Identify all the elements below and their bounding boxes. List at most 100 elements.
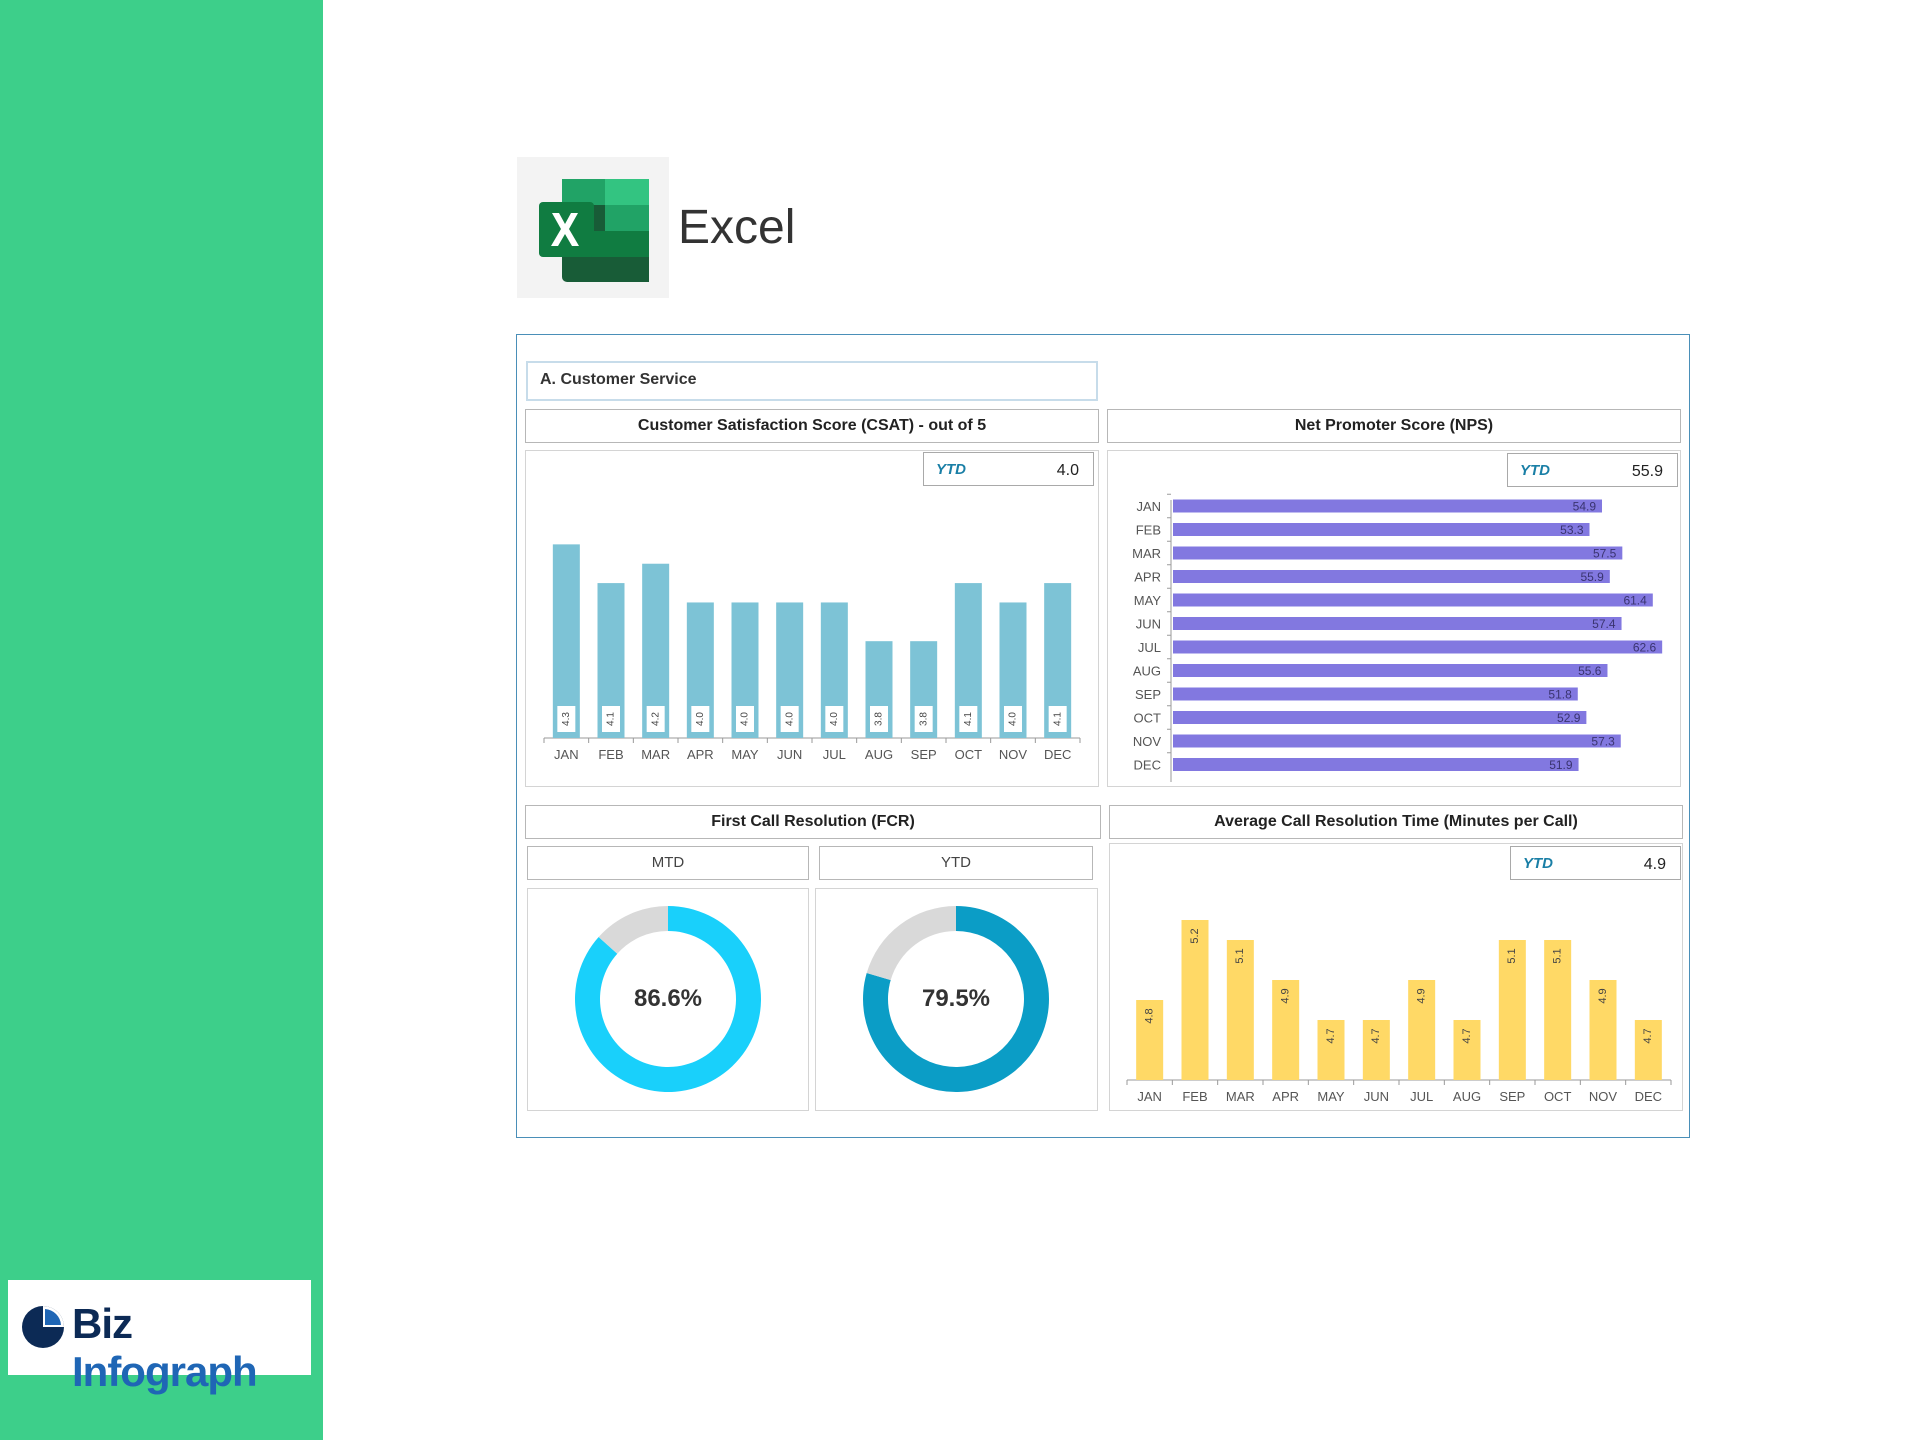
bar [1173,711,1587,724]
data-label: 4.7 [1461,1028,1473,1043]
y-tick-label: OCT [1134,711,1162,726]
x-tick-label: JUN [1364,1089,1389,1104]
bar [552,544,580,738]
excel-icon [539,179,649,282]
data-label: 51.8 [1548,688,1572,702]
bar [1173,593,1653,607]
data-label: 5.1 [1506,948,1518,963]
x-tick-label: JAN [554,747,579,762]
x-tick-label: AUG [1453,1089,1481,1104]
data-label-bg [602,706,620,732]
brand-logo-box: Biz Infograph [8,1280,311,1395]
brand-name: Biz Infograph [72,1300,311,1396]
x-tick-label: DEC [1635,1089,1662,1104]
csat-bar-chart: 4.3 JAN 4.1 FEB 4.2 MAR 4.0 APR 4.0 MAY 4.0 JUN 4.0 J… [543,544,1081,762]
act-ytd-box: YTD 4.9 [1510,846,1681,880]
brand-name-infograph: Infograph [72,1348,258,1395]
x-tick-label: JUL [1410,1089,1433,1104]
y-tick-label: FEB [1136,523,1161,538]
data-label: 54.9 [1573,500,1597,514]
csat-ytd-value: 4.0 [1056,462,1079,479]
act-bar-chart: 4.8 JAN 5.2 FEB 5.1 MAR 4.9 APR 4.7 MAY 4.7 JUN 4.9 J… [1126,920,1672,1104]
y-tick-label: MAY [1134,593,1162,608]
data-label: 4.3 [561,712,572,726]
pie-logo-icon [22,1306,64,1348]
act-ytd-label: YTD [1523,855,1553,872]
data-label: 4.9 [1416,988,1428,1003]
data-label: 3.8 [874,712,885,726]
data-label-bg [914,706,933,732]
data-label: 53.3 [1560,523,1584,537]
section-title: A. Customer Service [526,361,1098,401]
y-tick-label: MAR [1132,546,1161,561]
bar [1173,523,1590,536]
nps-bar-chart: 54.9 JAN 53.3 FEB 57.5 MAR 55.9 APR 61.4 MAY 57.4 J… [1132,493,1663,782]
y-tick-label: DEC [1134,758,1161,773]
app-name: Excel [678,201,796,254]
act-ytd-value: 4.9 [1643,856,1666,873]
x-tick-label: MAY [731,747,759,762]
x-tick-label: APR [687,747,714,762]
csat-ytd-box: YTD 4.0 [923,452,1094,486]
nps-ytd-value: 55.9 [1631,463,1663,480]
x-tick-label: DEC [1044,747,1071,762]
x-tick-label: APR [1272,1089,1299,1104]
bar [1173,664,1608,677]
data-label: 61.4 [1623,594,1647,608]
data-label: 5.2 [1189,928,1201,943]
brand-name-biz: Biz [72,1300,133,1347]
bar [1453,1020,1481,1080]
data-label: 4.2 [650,712,661,726]
data-label: 4.0 [784,712,795,726]
data-label: 4.7 [1370,1028,1382,1043]
nps-panel: YTD 55.9 54.9 JAN 53.3 FEB 57.5 MAR 55.9 APR 61.… [1107,450,1681,787]
excel-icon-tile [517,157,669,298]
bar [1408,980,1436,1080]
data-label: 4.0 [829,712,840,726]
csat-ytd-label: YTD [936,461,966,478]
data-label: 4.1 [963,712,974,726]
dashboard-frame: A. Customer Service Customer Satisfactio… [516,334,1690,1138]
bar [1173,617,1622,630]
data-label: 57.3 [1591,735,1615,749]
y-tick-label: AUG [1133,664,1161,679]
bar [1173,499,1603,513]
data-label: 62.6 [1633,641,1657,655]
data-label: 5.1 [1234,948,1246,963]
x-tick-label: JUL [823,747,846,762]
fcr-ytd-panel: 79.5% [815,888,1098,1111]
x-tick-label: MAR [1226,1089,1255,1104]
data-label: 4.0 [1008,712,1019,726]
x-tick-label: JAN [1137,1089,1162,1104]
data-label: 3.8 [918,712,929,726]
y-tick-label: JUL [1138,640,1161,655]
y-tick-label: SEP [1135,687,1161,702]
x-tick-label: JUN [777,747,802,762]
bar [1181,920,1209,1080]
fcr-panel-title: First Call Resolution (FCR) [525,805,1101,839]
y-tick-label: JUN [1136,617,1161,632]
x-tick-label: NOV [1589,1089,1618,1104]
fcr-mtd-panel: 86.6% [527,888,809,1111]
data-label-bg [825,706,844,732]
data-label-bg [780,706,799,732]
y-tick-label: NOV [1133,734,1162,749]
fcr-ytd-donut [863,906,1049,1092]
fcr-ytd-value: 79.5% [921,985,991,1012]
x-tick-label: FEB [598,747,623,762]
csat-panel-title: Customer Satisfaction Score (CSAT) - out… [525,409,1099,443]
donut-slice-remainder [866,906,956,981]
data-label-bg [870,706,888,732]
data-label: 4.8 [1144,1008,1156,1023]
data-label: 4.7 [1325,1028,1337,1043]
left-sidebar: Biz Infograph [0,0,323,1440]
data-label-bg [1004,706,1022,732]
nps-panel-title: Net Promoter Score (NPS) [1107,409,1681,443]
bar [1362,1020,1390,1080]
fcr-ytd-header: YTD [819,846,1093,880]
data-label-bg [959,706,978,732]
x-tick-label: SEP [1499,1089,1525,1104]
data-label: 57.4 [1592,617,1616,631]
data-label: 4.0 [740,712,751,726]
bar [1272,980,1300,1080]
